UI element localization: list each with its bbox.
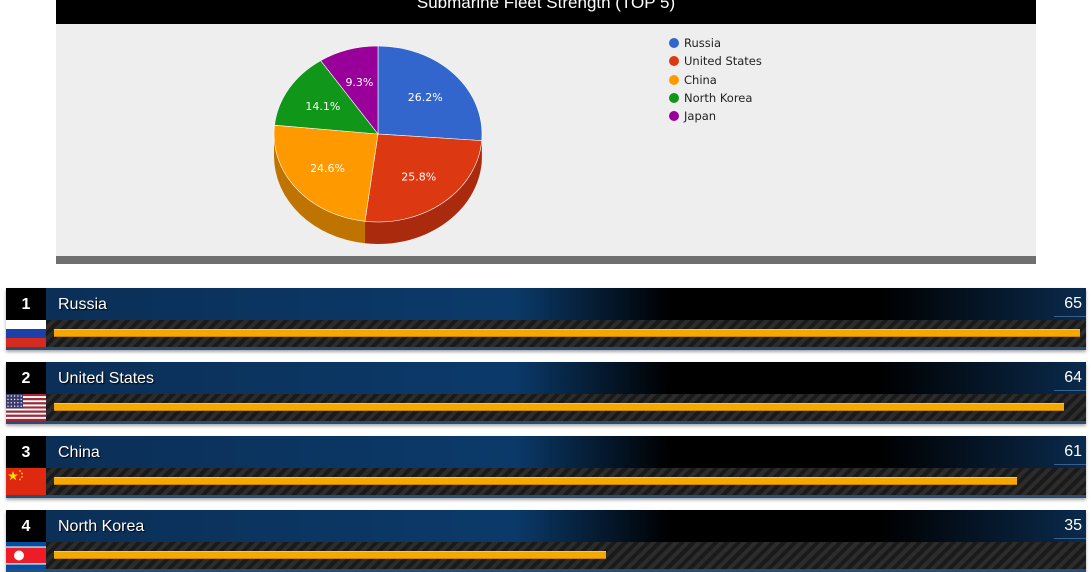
legend-item-japan[interactable]: Japan bbox=[669, 107, 762, 125]
rank-number: 3 bbox=[6, 436, 46, 468]
country-name: North Korea bbox=[58, 510, 144, 543]
ranking-card[interactable]: 2 United States 64 bbox=[6, 362, 1086, 424]
legend-item-north-korea[interactable]: North Korea bbox=[669, 89, 762, 107]
russia-flag-icon bbox=[6, 320, 46, 347]
country-name: United States bbox=[58, 362, 154, 395]
progress-bar bbox=[54, 403, 1064, 411]
card-bottom-border bbox=[6, 421, 1086, 424]
pie-label-russia: 26.2% bbox=[408, 91, 443, 104]
pie-label-united-states: 25.8% bbox=[401, 170, 436, 183]
legend-dot-icon bbox=[669, 38, 679, 48]
ranking-card[interactable]: 1 Russia 65 bbox=[6, 288, 1086, 350]
chart-title-bar: Submarine Fleet Strength (TOP 5) bbox=[56, 0, 1036, 24]
progress-track bbox=[46, 542, 1086, 569]
pie-label-japan: 9.3% bbox=[345, 76, 373, 89]
legend-dot-icon bbox=[669, 75, 679, 85]
rank-header: Russia 65 bbox=[46, 288, 1086, 320]
submarine-count: 35 bbox=[1054, 514, 1086, 539]
pie-label-china: 24.6% bbox=[310, 162, 345, 175]
progress-track bbox=[46, 320, 1086, 347]
legend-item-china[interactable]: China bbox=[669, 71, 762, 89]
legend-label: China bbox=[684, 73, 717, 87]
submarine-count: 61 bbox=[1054, 440, 1086, 465]
country-name: Russia bbox=[58, 288, 107, 321]
submarine-count: 65 bbox=[1054, 292, 1086, 317]
legend-item-russia[interactable]: Russia bbox=[669, 34, 762, 52]
chart-legend: Russia United States China North Korea Japan bbox=[669, 34, 762, 125]
china-flag-icon bbox=[6, 468, 46, 495]
ranking-card[interactable]: 3 China 61 bbox=[6, 436, 1086, 498]
pie-label-north-korea: 14.1% bbox=[305, 100, 340, 113]
ranking-card[interactable]: 4 North Korea 35 bbox=[6, 510, 1086, 572]
pie-chart-panel: Submarine Fleet Strength (TOP 5) 26.2% 25… bbox=[56, 0, 1036, 264]
rank-header: United States 64 bbox=[46, 362, 1086, 394]
card-bottom-border bbox=[6, 495, 1086, 498]
legend-label: Japan bbox=[684, 109, 716, 123]
legend-dot-icon bbox=[669, 111, 679, 121]
progress-bar bbox=[54, 477, 1017, 485]
progress-track bbox=[46, 468, 1086, 495]
country-name: China bbox=[58, 436, 100, 469]
legend-label: United States bbox=[684, 54, 762, 68]
rank-number: 2 bbox=[6, 362, 46, 394]
progress-bar bbox=[54, 329, 1080, 337]
rank-header: North Korea 35 bbox=[46, 510, 1086, 542]
progress-track bbox=[46, 394, 1086, 421]
legend-item-united-states[interactable]: United States bbox=[669, 52, 762, 70]
progress-bar bbox=[54, 551, 606, 559]
chart-bottom-border bbox=[56, 256, 1036, 264]
chart-title: Submarine Fleet Strength (TOP 5) bbox=[56, 0, 1036, 15]
legend-dot-icon bbox=[669, 93, 679, 103]
legend-label: Russia bbox=[684, 36, 721, 50]
card-bottom-border bbox=[6, 347, 1086, 350]
submarine-count: 64 bbox=[1054, 366, 1086, 391]
legend-label: North Korea bbox=[684, 91, 752, 105]
north-korea-flag-icon bbox=[6, 542, 46, 569]
pie-chart: 26.2% 25.8% 24.6% 14.1% 9.3% bbox=[56, 24, 1036, 256]
rank-number: 1 bbox=[6, 288, 46, 320]
rank-number: 4 bbox=[6, 510, 46, 542]
rank-header: China 61 bbox=[46, 436, 1086, 468]
usa-flag-icon bbox=[6, 394, 46, 421]
legend-dot-icon bbox=[669, 56, 679, 66]
